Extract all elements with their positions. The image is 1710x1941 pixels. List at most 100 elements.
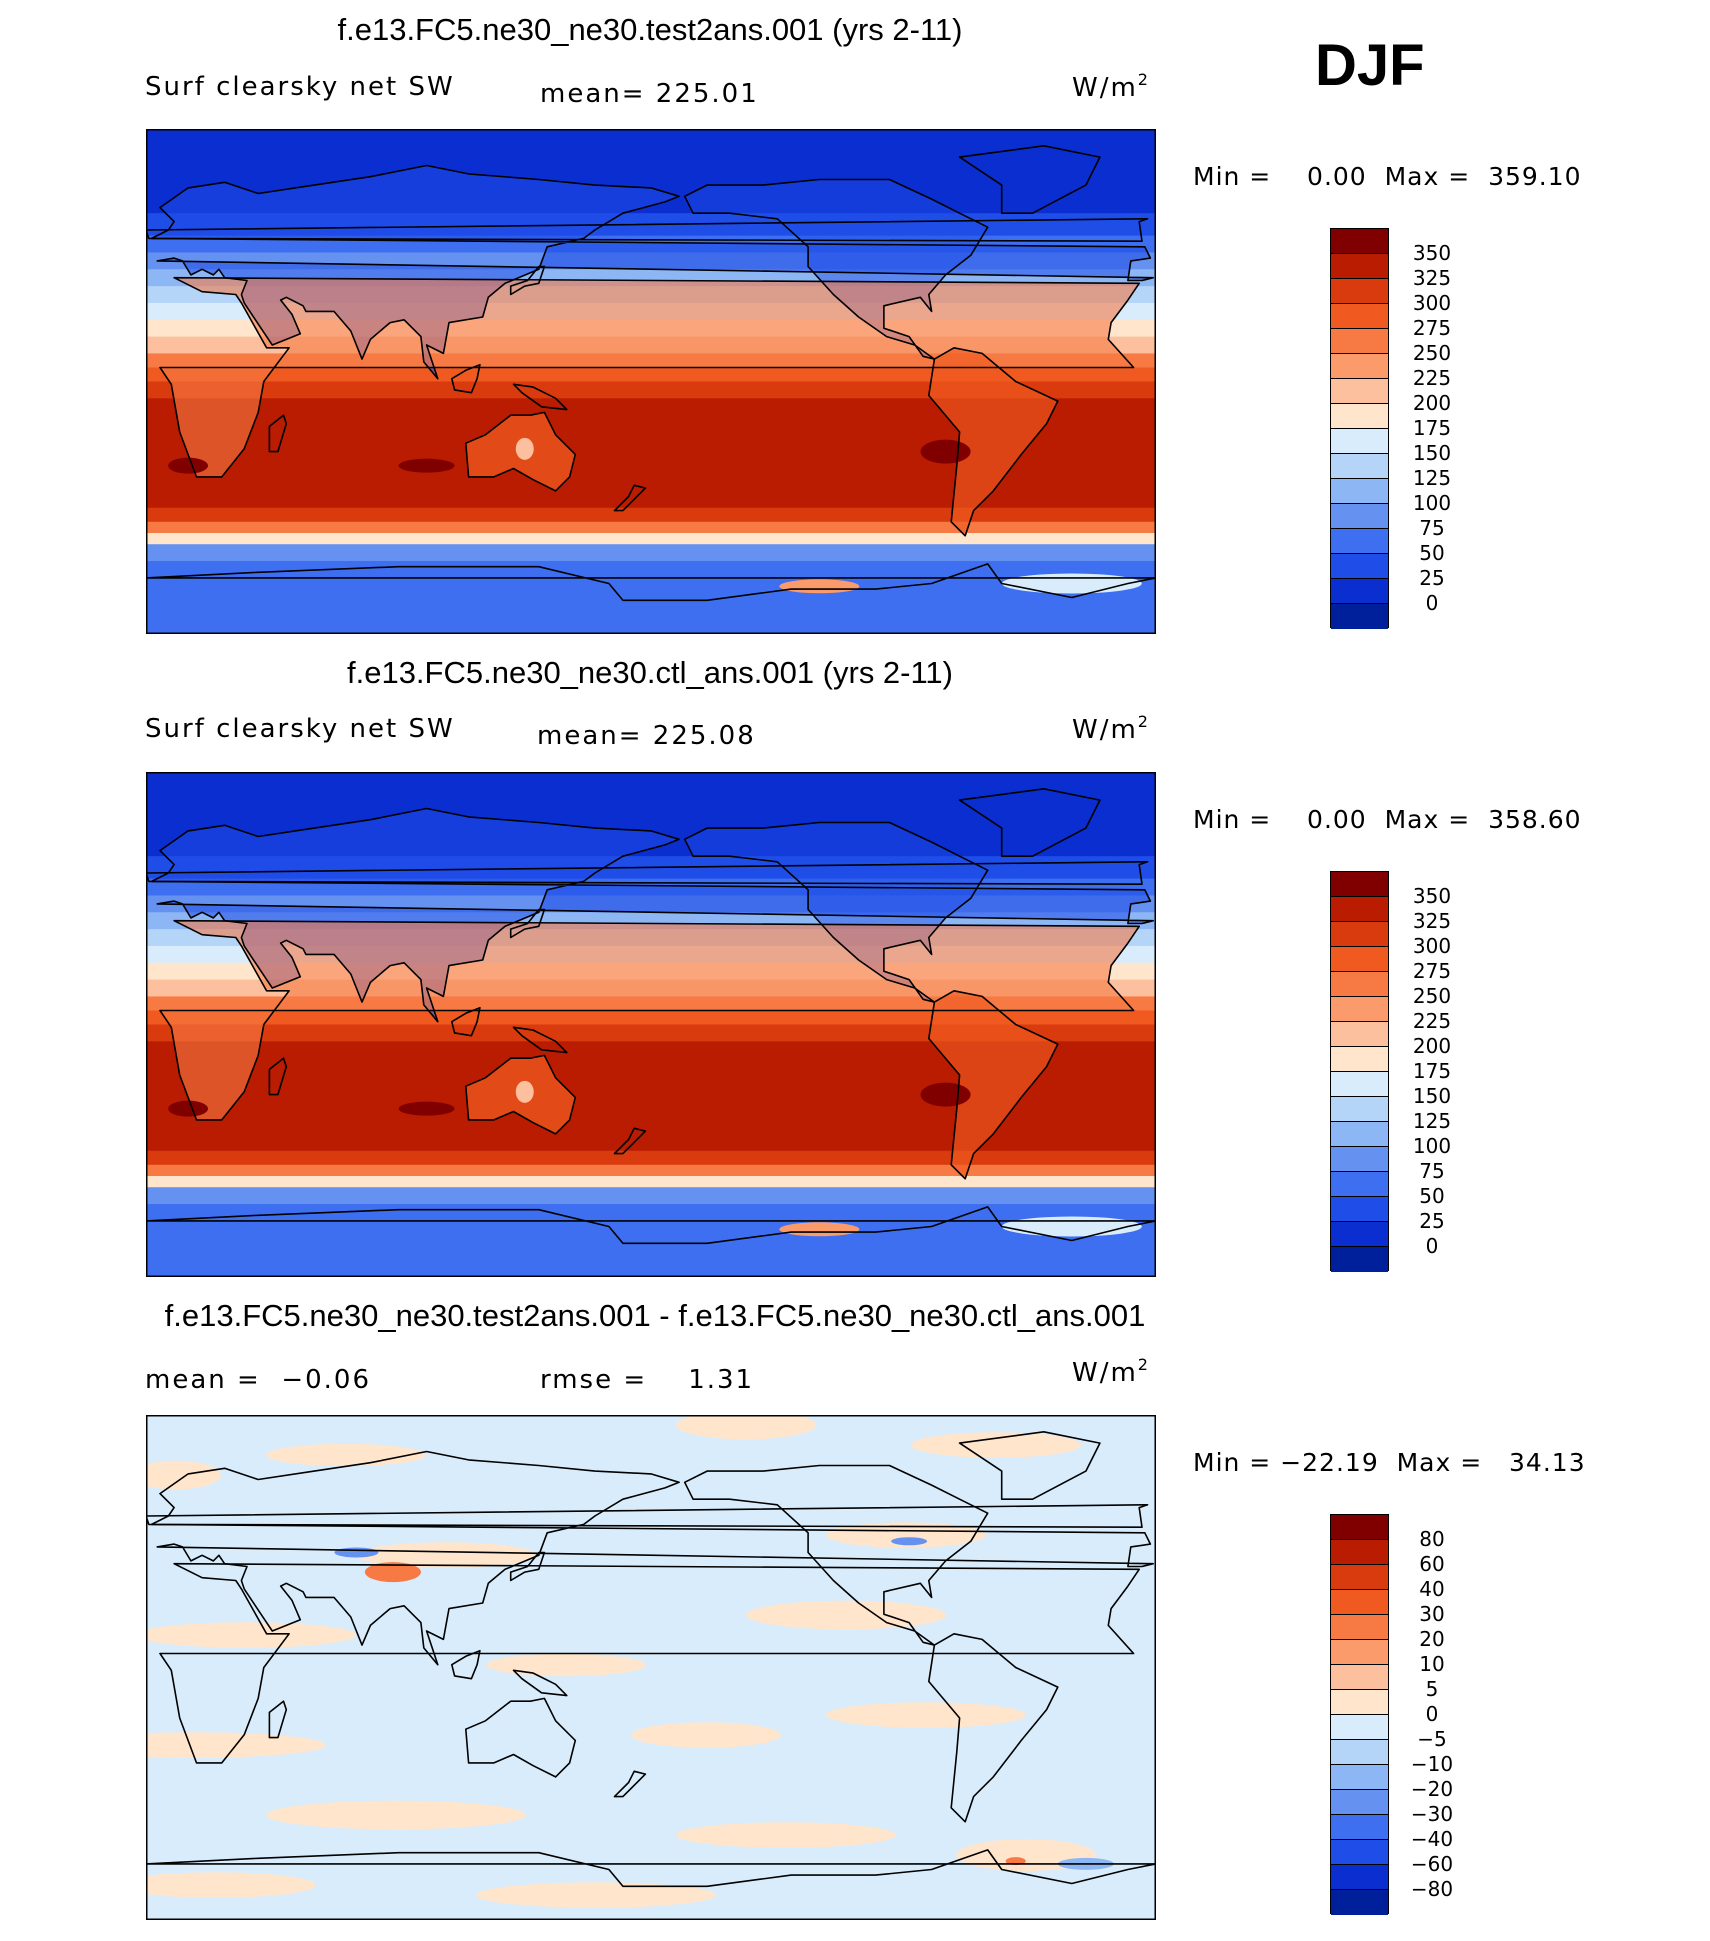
- colorbar-tick-label: 80: [1419, 1527, 1445, 1551]
- colorbar-segment: [1331, 1222, 1388, 1247]
- panel-2-title: f.e13.FC5.ne30_ne30.ctl_ans.001 (yrs 2-1…: [346, 655, 953, 690]
- coastline-uk: [146, 1504, 1149, 1528]
- positive-anomaly: [676, 1415, 816, 1440]
- coastline-namerica: [683, 178, 989, 360]
- colorbar-tick-label: 150: [1412, 441, 1452, 465]
- coastline-namerica: [683, 821, 989, 1003]
- sw-band: [146, 521, 1156, 534]
- colorbar-tick-label: 10: [1419, 1652, 1445, 1676]
- colorbar-segment: [1331, 454, 1388, 479]
- colorbar-segment: [1331, 1097, 1388, 1122]
- max-spot: [398, 458, 455, 473]
- season-label: DJF: [1315, 33, 1425, 98]
- colorbar-tick-label: 100: [1412, 1134, 1452, 1158]
- colorbar-segment: [1331, 1072, 1388, 1097]
- coastline-greenland: [958, 1430, 1101, 1500]
- panel-1-minmax: Min = 0.00 Max = 359.10: [1193, 162, 1582, 191]
- colorbar-segment: [1331, 1665, 1388, 1690]
- colorbar-tick-label: 125: [1412, 1109, 1452, 1133]
- sw-band: [146, 381, 1156, 399]
- colorbar-tick-label: −60: [1410, 1852, 1454, 1876]
- colorbar-segment: [1331, 897, 1388, 922]
- coastline-borneo: [450, 363, 481, 394]
- colorbar-tick-label: 50: [1419, 1184, 1445, 1208]
- panel-1-title: f.e13.FC5.ne30_ne30.test2ans.001 (yrs 2-…: [337, 12, 963, 47]
- colorbar-segment: [1331, 1047, 1388, 1072]
- africa-fill: [160, 277, 1140, 477]
- colorbar-tick-label: 75: [1419, 516, 1445, 540]
- colorbar-segment: [1331, 1122, 1388, 1147]
- coastline-nz: [613, 1127, 647, 1155]
- positive-anomaly: [911, 1432, 1081, 1458]
- sw-band: [146, 544, 1156, 562]
- colorbar-tick-label: 325: [1412, 909, 1452, 933]
- positive-anomaly: [476, 1882, 716, 1908]
- colorbar-segment: [1331, 1790, 1388, 1815]
- coastline-africa: [159, 919, 1141, 1121]
- colorbar-segment: [1331, 972, 1388, 997]
- colorbar-segment: [1331, 1540, 1388, 1565]
- colorbar-segment: [1331, 1640, 1388, 1665]
- positive-anomaly: [266, 1443, 426, 1467]
- max-spot: [168, 457, 209, 474]
- positive-anomaly: [146, 1622, 356, 1648]
- sw-band: [146, 367, 1156, 382]
- panel-1-variable: Surf clearsky net SW: [145, 72, 455, 102]
- weddell-band: [1001, 1216, 1142, 1237]
- colorbar-segment: [1331, 1515, 1388, 1540]
- colorbar-segment: [1331, 329, 1388, 354]
- eurasia-fill: [151, 808, 1154, 1022]
- sw-band: [146, 1024, 1156, 1042]
- colorbar-tick-label: 275: [1412, 316, 1452, 340]
- panel-3-title: f.e13.FC5.ne30_ne30.test2ans.001 - f.e13…: [164, 1298, 1146, 1333]
- coastline-samerica: [927, 990, 1059, 1180]
- colorbar-tick-label: 300: [1412, 291, 1452, 315]
- colorbar-segment: [1331, 254, 1388, 279]
- panel-3-map: [146, 1415, 1156, 1920]
- colorbar-tick-label: −10: [1410, 1752, 1454, 1776]
- diff-background: [146, 1415, 1156, 1920]
- ross-band: [779, 579, 860, 594]
- colorbar-tick-label: 275: [1412, 959, 1452, 983]
- coastline-uk: [146, 861, 1149, 885]
- colorbar-tick-label: 50: [1419, 541, 1445, 565]
- colorbar-segment: [1331, 604, 1388, 629]
- antarctica-fill: [146, 1206, 1156, 1277]
- colorbar-tick-label: 30: [1419, 1602, 1445, 1626]
- colorbar-segment: [1331, 1147, 1388, 1172]
- positive-anomaly: [631, 1722, 781, 1748]
- colorbar-segment: [1331, 379, 1388, 404]
- colorbar-tick-label: −5: [1417, 1727, 1447, 1751]
- colorbar-tick-label: 325: [1412, 266, 1452, 290]
- coastline-ng: [512, 383, 568, 411]
- panel-3-colorbar: [1330, 1514, 1389, 1915]
- samerica-fill: [928, 990, 1058, 1179]
- colorbar-segment: [1331, 1590, 1388, 1615]
- colorbar-tick-label: 350: [1412, 241, 1452, 265]
- namerica-fill: [684, 822, 988, 1003]
- coastline-australia: [464, 411, 577, 492]
- sw-band: [146, 1176, 1156, 1188]
- colorbar-segment: [1331, 354, 1388, 379]
- sw-band: [146, 1150, 1156, 1166]
- colorbar-segment: [1331, 1865, 1388, 1890]
- colorbar-segment: [1331, 1740, 1388, 1765]
- colorbar-segment: [1331, 1840, 1388, 1865]
- weddell-band: [1001, 573, 1142, 594]
- coastline-eurasia: [150, 807, 1155, 1023]
- panel-2-minmax: Min = 0.00 Max = 358.60: [1193, 805, 1582, 834]
- coastline-africa: [159, 276, 1141, 478]
- colorbar-tick-label: 0: [1425, 1234, 1439, 1258]
- coastline-eurasia: [150, 164, 1155, 380]
- africa-fill: [160, 920, 1140, 1120]
- colorbar-tick-label: 175: [1412, 416, 1452, 440]
- colorbar-tick-label: 225: [1412, 1009, 1452, 1033]
- colorbar-tick-label: 100: [1412, 491, 1452, 515]
- coastline-africa: [159, 1562, 1141, 1764]
- namerica-fill: [684, 179, 988, 360]
- colorbar-segment: [1331, 1690, 1388, 1715]
- antarctic-positive: [1005, 1857, 1026, 1866]
- coastline-australia: [464, 1054, 577, 1135]
- panel-3-mean: mean = −0.06: [145, 1365, 371, 1395]
- colorbar-segment: [1331, 922, 1388, 947]
